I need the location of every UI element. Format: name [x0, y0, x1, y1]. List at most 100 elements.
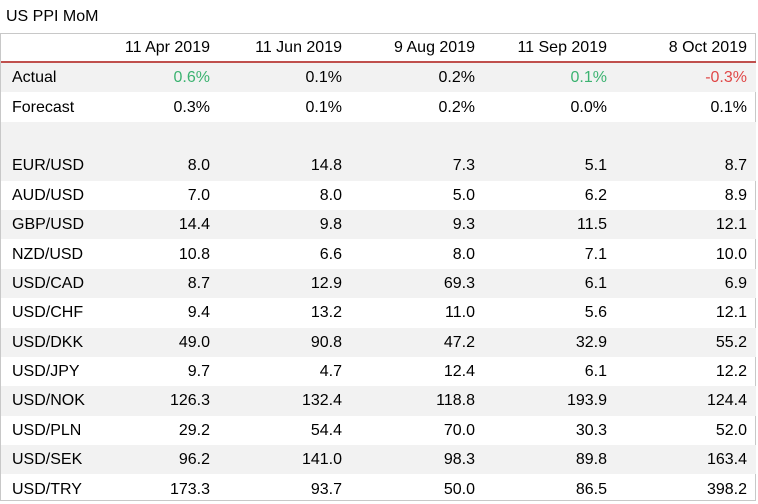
table-frame	[0, 33, 756, 501]
value-cell: 5.0	[452, 186, 475, 204]
value-cell: 7.1	[584, 245, 607, 263]
value-cell: 69.3	[351, 268, 484, 299]
ppi-table: 11 Apr 2019 11 Jun 2019 9 Aug 2019 11 Se…	[1, 34, 756, 504]
value-cell: 12.9	[219, 268, 351, 299]
column-header: 11 Jun 2019	[219, 34, 351, 63]
value-cell: 173.3	[169, 480, 210, 498]
table-row: USD/NOK 126.3 132.4 118.8 193.9 124.4	[1, 386, 756, 416]
value-cell: 55.2	[616, 327, 756, 357]
forecast-cell: 0.1%	[305, 98, 342, 116]
value-cell: 32.9	[484, 327, 616, 357]
value-cell: 126.3	[91, 386, 219, 416]
header-row: 11 Apr 2019 11 Jun 2019 9 Aug 2019 11 Se…	[1, 34, 756, 63]
pair-label: AUD/USD	[12, 186, 85, 204]
value-cell: 6.9	[616, 268, 756, 299]
table-row: EUR/USD 8.0 14.8 7.3 5.1 8.7	[1, 151, 756, 181]
spacer-cell	[351, 121, 484, 152]
value-cell: 9.8	[219, 209, 351, 240]
value-cell: 14.4	[91, 209, 219, 240]
value-cell: 96.2	[91, 445, 219, 475]
value-cell: 5.6	[584, 304, 607, 322]
pair-label: NZD/USD	[12, 245, 84, 263]
value-cell: 14.8	[219, 151, 351, 181]
pair-label: USD/CHF	[12, 304, 84, 322]
value-cell: 52.0	[715, 421, 747, 439]
table-row: NZD/USD 10.8 6.6 8.0 7.1 10.0	[1, 239, 756, 268]
value-cell: 141.0	[219, 445, 351, 475]
table-row: USD/JPY 9.7 4.7 12.4 6.1 12.2	[1, 357, 756, 386]
pair-label: USD/TRY	[12, 480, 82, 498]
value-cell: 398.2	[706, 480, 747, 498]
forecast-cell: 0.1%	[710, 98, 747, 116]
value-cell: 118.8	[351, 386, 484, 416]
value-cell: 8.9	[724, 186, 747, 204]
table-row: USD/PLN 29.2 54.4 70.0 30.3 52.0	[1, 416, 756, 445]
forecast-cell: 0.2%	[438, 98, 475, 116]
spacer-cell	[616, 121, 756, 152]
row-label: Actual	[1, 62, 91, 93]
value-cell: 98.3	[351, 445, 484, 475]
pair-label: EUR/USD	[1, 151, 91, 181]
value-cell: 86.5	[575, 480, 607, 498]
table-row: USD/CHF 9.4 13.2 11.0 5.6 12.1	[1, 298, 756, 327]
pair-label: USD/NOK	[1, 386, 91, 416]
table-row: GBP/USD 14.4 9.8 9.3 11.5 12.1	[1, 209, 756, 240]
actual-row: Actual 0.6% 0.1% 0.2% 0.1% -0.3%	[1, 62, 756, 93]
value-cell: 4.7	[319, 363, 342, 381]
value-cell: 8.0	[452, 245, 475, 263]
value-cell: 163.4	[616, 445, 756, 475]
value-cell: 54.4	[310, 421, 342, 439]
value-cell: 8.0	[91, 151, 219, 181]
value-cell: 10.0	[715, 245, 747, 263]
actual-cell: 0.6%	[91, 62, 219, 93]
value-cell: 9.3	[351, 209, 484, 240]
spacer-cell	[1, 121, 91, 152]
actual-cell: 0.2%	[351, 62, 484, 93]
value-cell: 11.5	[484, 209, 616, 240]
spacer-row	[1, 121, 756, 152]
table-row: AUD/USD 7.0 8.0 5.0 6.2 8.9	[1, 181, 756, 210]
value-cell: 70.0	[443, 421, 475, 439]
value-cell: 8.7	[616, 151, 756, 181]
pair-label: USD/JPY	[12, 363, 80, 381]
value-cell: 5.1	[484, 151, 616, 181]
value-cell: 8.0	[319, 186, 342, 204]
table-row: USD/SEK 96.2 141.0 98.3 89.8 163.4	[1, 445, 756, 475]
value-cell: 9.7	[187, 363, 210, 381]
value-cell: 29.2	[178, 421, 210, 439]
value-cell: 12.1	[715, 304, 747, 322]
row-label: Forecast	[12, 98, 75, 116]
spacer-cell	[484, 121, 616, 152]
value-cell: 6.1	[584, 363, 607, 381]
column-header: 8 Oct 2019	[616, 34, 756, 63]
value-cell: 49.0	[91, 327, 219, 357]
value-cell: 47.2	[351, 327, 484, 357]
table-title: US PPI MoM	[6, 8, 99, 25]
pair-label: USD/DKK	[1, 327, 91, 357]
pair-label: GBP/USD	[1, 209, 91, 240]
value-cell: 9.4	[187, 304, 210, 322]
pair-label: USD/SEK	[1, 445, 91, 475]
actual-cell: 0.1%	[219, 62, 351, 93]
value-cell: 6.6	[319, 245, 342, 263]
column-header: 11 Apr 2019	[91, 34, 219, 63]
table-row: USD/DKK 49.0 90.8 47.2 32.9 55.2	[1, 327, 756, 357]
value-cell: 93.7	[310, 480, 342, 498]
value-cell: 6.1	[484, 268, 616, 299]
forecast-cell: 0.3%	[173, 98, 210, 116]
actual-cell: 0.1%	[484, 62, 616, 93]
value-cell: 10.8	[178, 245, 210, 263]
value-cell: 90.8	[219, 327, 351, 357]
value-cell: 13.2	[310, 304, 342, 322]
value-cell: 7.0	[187, 186, 210, 204]
value-cell: 132.4	[219, 386, 351, 416]
forecast-cell: 0.0%	[570, 98, 607, 116]
spacer-cell	[91, 121, 219, 152]
pair-label: USD/CAD	[1, 268, 91, 299]
column-header: 9 Aug 2019	[351, 34, 484, 63]
pair-label: USD/PLN	[12, 421, 82, 439]
value-cell: 12.2	[715, 363, 747, 381]
value-cell: 89.8	[484, 445, 616, 475]
value-cell: 8.7	[91, 268, 219, 299]
value-cell: 6.2	[584, 186, 607, 204]
